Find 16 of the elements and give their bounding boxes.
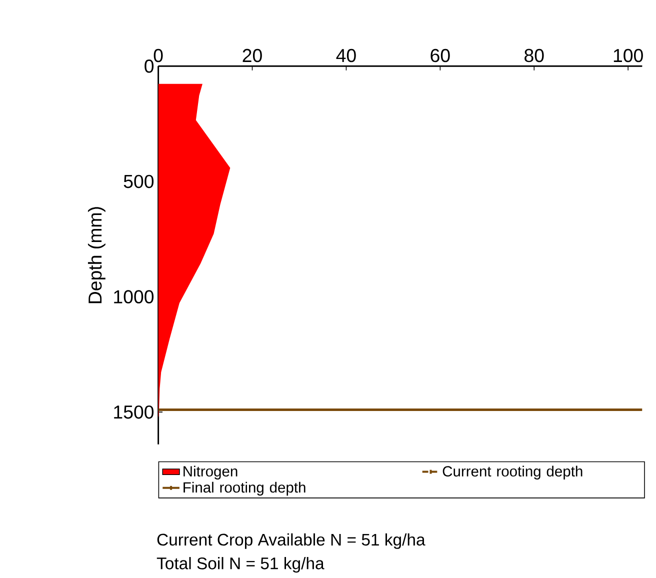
text: Total Soil N = 51 kg/ha — [156, 557, 324, 573]
legend-label: Final rooting depth — [184, 482, 306, 496]
legend-label: Nitrogen — [184, 466, 238, 480]
x-tick-label: 100 — [614, 49, 643, 62]
x-tick-label: 20 — [242, 49, 262, 62]
y-tick-label: 500 — [124, 175, 154, 188]
text: Current Crop Available N = 51 kg/ha — [157, 534, 426, 550]
x-tick-label: 40 — [336, 49, 356, 62]
x-tick-label: 0 — [154, 49, 163, 62]
y-tick-label: 0 — [144, 60, 154, 73]
y-tick-label: 1500 — [114, 406, 154, 419]
y-axis-title: Depth (mm) — [88, 207, 106, 304]
y-tick-label: 1000 — [114, 290, 154, 304]
x-tick-label: 80 — [524, 49, 544, 62]
legend-label: Current rooting depth — [442, 466, 582, 480]
x-tick-label: 60 — [430, 49, 450, 62]
